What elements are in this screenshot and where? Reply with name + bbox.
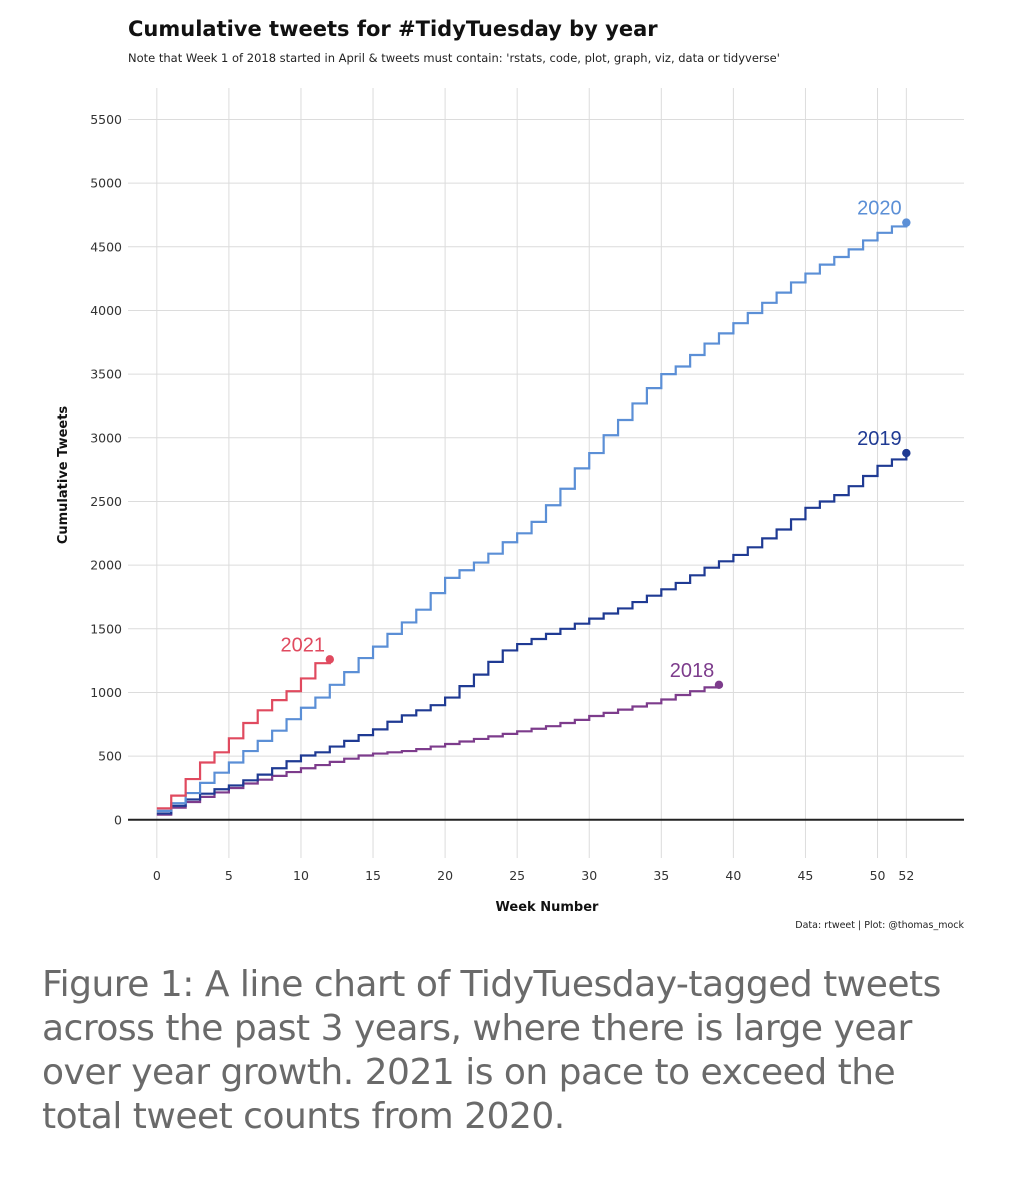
series-lines	[156, 218, 911, 816]
y-tick-label: 2000	[90, 558, 122, 573]
series-label-2021: 2021	[281, 634, 326, 656]
y-tick-label: 5500	[90, 112, 122, 127]
x-tick-label: 0	[153, 868, 161, 883]
y-tick-label: 5000	[90, 176, 122, 191]
x-tick-label: 52	[898, 868, 914, 883]
series-endpoint-2021	[325, 655, 334, 664]
y-tick-label: 1500	[90, 621, 122, 636]
x-tick-label: 15	[365, 868, 381, 883]
y-tick-label: 0	[114, 812, 122, 827]
y-tick-label: 3000	[90, 430, 122, 445]
x-tick-label: 10	[293, 868, 309, 883]
y-tick-label: 4000	[90, 303, 122, 318]
line-chart: 0 5 10 15 20 25 30 35 40 45 50 52 0 500 1000 1500 2000 25…	[56, 88, 964, 931]
series-label-2018: 2018	[670, 660, 715, 682]
series-label-2019: 2019	[857, 428, 902, 450]
data-source-caption: Data: rtweet | Plot: @thomas_mock	[795, 920, 964, 931]
series-line-2021	[156, 659, 331, 810]
x-tick-label: 45	[797, 868, 813, 883]
x-tick-label: 25	[509, 868, 525, 883]
y-tick-label: 1000	[90, 685, 122, 700]
series-line-2020	[156, 222, 908, 812]
axes: 0 5 10 15 20 25 30 35 40 45 50 52 0 500 1000 1500 2000 25…	[90, 112, 964, 883]
grid-lines	[128, 88, 964, 858]
x-tick-label: 30	[581, 868, 597, 883]
series-labels: 2018 2019 2020 2021	[281, 198, 902, 682]
series-endpoint-2018	[714, 680, 724, 690]
x-tick-label: 40	[725, 868, 741, 883]
series-endpoint-2019	[902, 448, 911, 458]
series-line-2018	[156, 684, 721, 816]
chart-subtitle: Note that Week 1 of 2018 started in Apri…	[128, 51, 780, 65]
series-endpoint-2020	[902, 218, 911, 227]
y-tick-label: 3500	[90, 367, 122, 382]
x-tick-label: 5	[225, 868, 233, 883]
y-tick-label: 2500	[90, 494, 122, 509]
y-tick-label: 4500	[90, 239, 122, 254]
chart-title: Cumulative tweets for #TidyTuesday by ye…	[128, 17, 658, 41]
figure-caption: Figure 1: A line chart of TidyTuesday-ta…	[42, 964, 941, 1137]
x-tick-label: 35	[653, 868, 669, 883]
x-axis-label: Week Number	[496, 900, 599, 915]
x-tick-label: 20	[437, 868, 453, 883]
series-line-2019	[156, 453, 908, 815]
y-tick-label: 500	[98, 749, 122, 764]
y-axis-label: Cumulative Tweets	[56, 406, 71, 545]
x-tick-label: 50	[870, 868, 886, 883]
series-label-2020: 2020	[857, 198, 902, 220]
